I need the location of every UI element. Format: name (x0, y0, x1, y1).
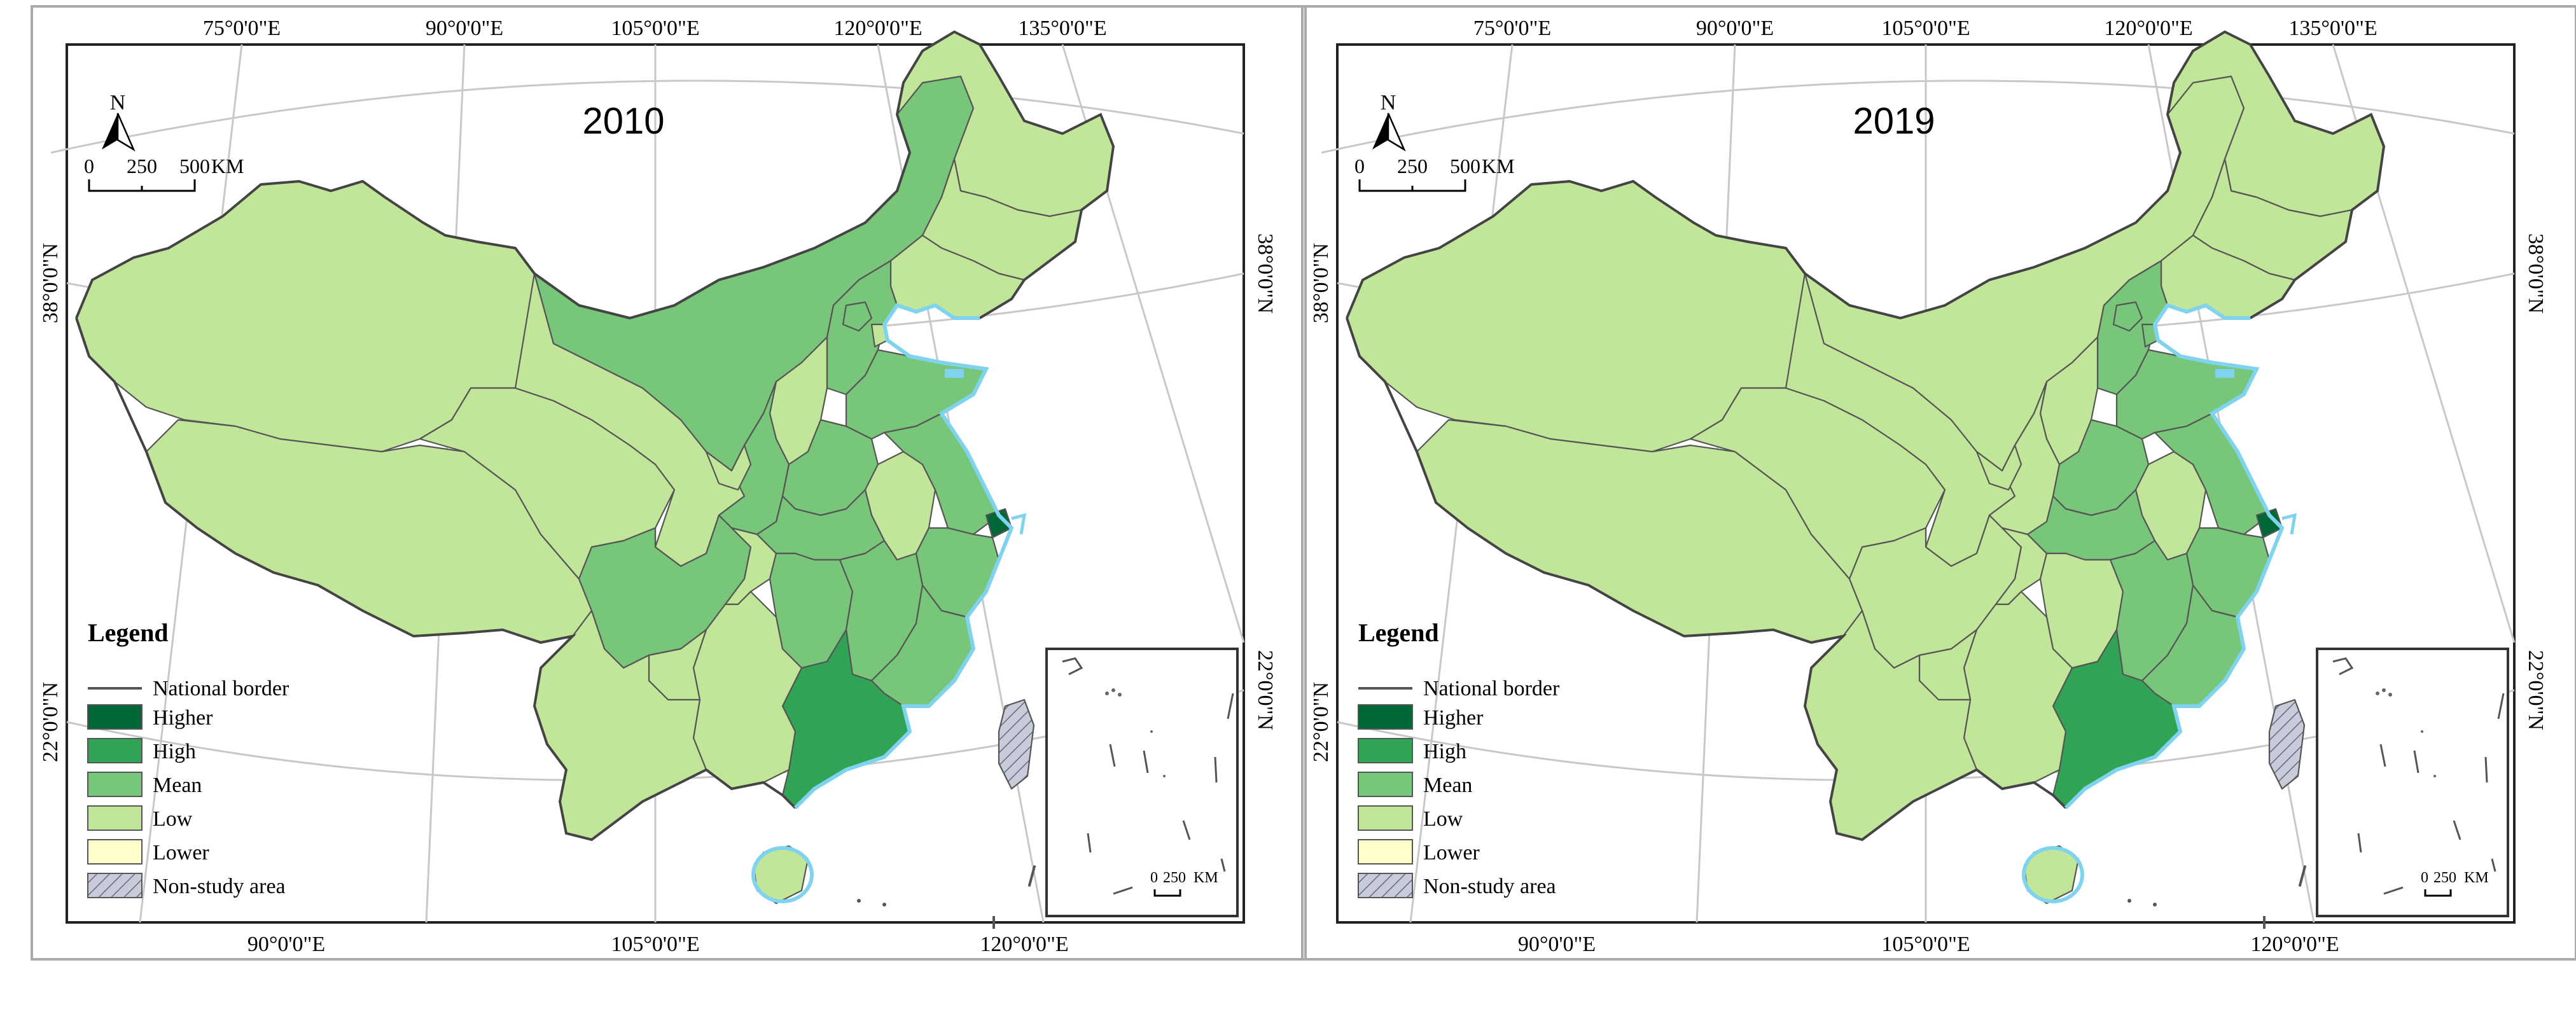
legend-item-mean: Mean (153, 774, 202, 797)
latitude-label: 22°0'0"N (2524, 650, 2547, 730)
longitude-label: 105°0'0"E (611, 933, 699, 956)
legend-item-national-border: National border (1423, 677, 1560, 700)
legend-item-high: High (153, 740, 196, 763)
scale-bar-tick: 250 (127, 155, 157, 177)
region-ningxia (1975, 444, 2023, 491)
longitude-label: 90°0'0"E (426, 17, 503, 40)
legend-title: Legend (1358, 618, 1439, 647)
latitude-label: 38°0'0"N (1253, 233, 1277, 314)
scale-bar-unit: KM (1482, 155, 1515, 177)
map-panel-2010: 0 250 KM N 0 250 500 KM 2010 Legend Nati… (31, 5, 1307, 961)
region-taiwan (2268, 698, 2306, 790)
inset-scale-unit: KM (1194, 870, 1218, 886)
legend-item-lower: Lower (153, 841, 209, 865)
legend-item-low: Low (153, 807, 193, 831)
latitude-label: 22°0'0"N (1253, 650, 1277, 730)
longitude-label: 135°0'0"E (2288, 17, 2377, 40)
scale-bar-tick: 0 (1354, 155, 1365, 177)
region-beijing (2112, 301, 2143, 332)
region-jiangsu (883, 412, 1000, 536)
scale-bar-tick: 500 (1450, 155, 1480, 177)
scale-bar-tick: 250 (1397, 155, 1428, 177)
legend-title: Legend (88, 618, 169, 647)
longitude-label: 105°0'0"E (1881, 933, 1970, 956)
legend-swatch-high (87, 738, 143, 763)
longitude-label: 75°0'0"E (1473, 17, 1551, 40)
map-year-title: 2019 (1853, 101, 1935, 142)
legend-swatch-higher (1358, 704, 1413, 730)
region-ningxia (705, 444, 752, 491)
longitude-label: 105°0'0"E (1881, 17, 1970, 40)
legend-item-higher: Higher (1423, 706, 1484, 730)
latitude-label: 38°0'0"N (2524, 233, 2547, 314)
legend-item-higher: Higher (153, 706, 213, 730)
inset-scale-tick: 0 (2421, 870, 2428, 886)
map-panel-2019: 0 250 KM N 0 250 500 KM 2019 Legend Nati… (1301, 5, 2576, 961)
latitude-label: 38°0'0"N (39, 243, 62, 323)
scale-bar-unit: KM (211, 155, 244, 177)
region-beijing (842, 301, 873, 332)
legend-swatch-high (1358, 738, 1413, 763)
longitude-label: 120°0'0"E (2104, 17, 2192, 40)
legend-item-mean: Mean (1423, 774, 1472, 797)
inset-scale-tick: 250 (1163, 870, 1186, 886)
map-year-title: 2010 (582, 101, 664, 142)
legend-item-national-border: National border (153, 677, 289, 700)
longitude-label: 90°0'0"E (1518, 933, 1596, 956)
north-arrow-label: N (110, 91, 126, 115)
legend-item-high: High (1423, 740, 1466, 763)
longitude-label: 120°0'0"E (833, 17, 922, 40)
legend-swatch-low (1358, 805, 1413, 831)
longitude-label: 105°0'0"E (611, 17, 699, 40)
north-arrow-label: N (1381, 91, 1396, 115)
inset-scale-tick: 0 (1150, 870, 1158, 886)
region-jiangsu (2154, 412, 2271, 536)
legend-item-non-study-area: Non-study area (153, 875, 286, 898)
inset-scale-tick: 250 (2433, 870, 2456, 886)
legend-swatch-mean (1358, 772, 1413, 797)
longitude-label: 90°0'0"E (1696, 17, 1774, 40)
scale-bar-tick: 500 (179, 155, 210, 177)
legend-swatch-lower (87, 839, 143, 865)
region-taiwan (998, 698, 1035, 790)
legend-item-non-study-area: Non-study area (1423, 875, 1556, 898)
longitude-label: 120°0'0"E (2250, 933, 2339, 956)
legend-swatch-low (87, 805, 143, 831)
latitude-label: 38°0'0"N (1309, 243, 1333, 323)
latitude-label: 22°0'0"N (1309, 682, 1333, 762)
latitude-label: 22°0'0"N (39, 682, 62, 762)
longitude-label: 90°0'0"E (247, 933, 325, 956)
legend-swatch-lower (1358, 839, 1413, 865)
legend-item-low: Low (1423, 807, 1463, 831)
legend-item-lower: Lower (1423, 841, 1480, 865)
longitude-label: 120°0'0"E (980, 933, 1068, 956)
inset-scale-unit: KM (2464, 870, 2489, 886)
legend-swatch-mean (87, 772, 143, 797)
longitude-label: 75°0'0"E (203, 17, 281, 40)
legend-swatch-higher (87, 704, 143, 730)
longitude-label: 135°0'0"E (1018, 17, 1106, 40)
scale-bar-tick: 0 (84, 155, 94, 177)
